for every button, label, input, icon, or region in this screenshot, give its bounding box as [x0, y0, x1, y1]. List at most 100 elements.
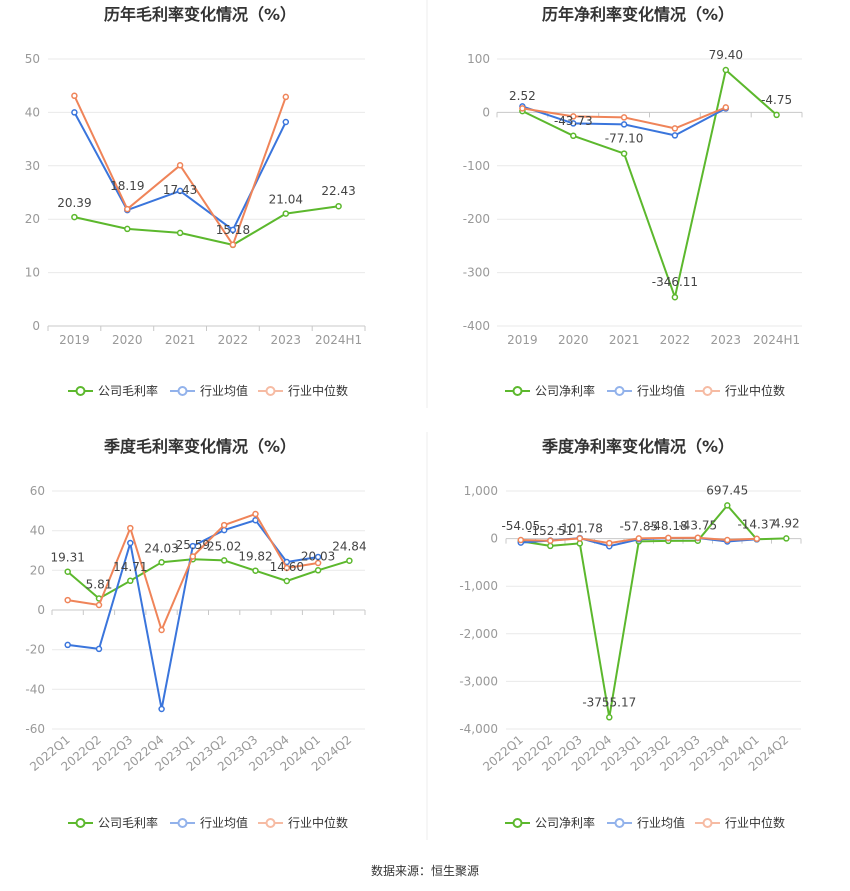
legend-line-marker-icon: [258, 386, 283, 396]
data-point-industry-median: [283, 564, 291, 572]
legend-line-marker-icon: [170, 818, 195, 828]
data-point-company: [547, 542, 554, 550]
x-tick-label: 2021: [609, 333, 640, 347]
legend-label: 公司毛利率: [98, 383, 158, 398]
data-point-company: [722, 66, 730, 74]
legend-item-industry-median[interactable]: 行业中位数: [695, 383, 785, 398]
y-tick-label: 60: [30, 484, 45, 498]
data-point-industry-median: [576, 535, 584, 542]
data-point-industry-median: [665, 534, 672, 542]
y-tick-label: -20: [25, 643, 45, 657]
data-point-industry-median: [229, 241, 237, 249]
data-point-company: [671, 293, 679, 301]
legend-label: 行业均值: [200, 815, 248, 830]
y-tick-label: -40: [25, 682, 45, 696]
legend-line-marker-icon: [68, 818, 93, 828]
legend-icon-dot: [614, 386, 625, 396]
series-line-company: [520, 504, 787, 719]
legend-item-industry-median[interactable]: 行业中位数: [695, 815, 785, 830]
data-source-note: 数据来源：恒生聚源: [371, 863, 479, 878]
data-label: 25.59: [176, 538, 210, 552]
legend-label: 公司净利率: [535, 383, 595, 398]
x-tick-label: 2022: [218, 333, 249, 347]
series-line-company: [67, 558, 350, 600]
legend-label: 行业均值: [637, 815, 685, 830]
legend-item-industry-average[interactable]: 行业均值: [170, 383, 248, 398]
data-point-industry-median: [158, 626, 165, 634]
legend-icon-dot: [75, 386, 86, 396]
data-point-industry-median: [547, 537, 554, 544]
y-tick-label: 10: [25, 266, 40, 280]
legend-label: 行业中位数: [288, 815, 348, 830]
y-tick-label: 0: [482, 105, 490, 119]
x-tick-label: 2019: [507, 333, 538, 347]
chart-annual-gross-margin: 历年毛利率变化情况（%） 50 40 30 20 10 0 2019 2020 2021 2022 2…: [25, 5, 366, 398]
data-point-industry-median: [519, 105, 526, 112]
y-tick-label: 30: [25, 159, 40, 173]
legend-icon-dot: [75, 818, 86, 828]
data-label: -346.11: [652, 275, 698, 289]
legend-item-industry-median[interactable]: 行业中位数: [258, 383, 348, 398]
legend-label: 公司毛利率: [98, 815, 158, 830]
legend-label: 行业均值: [200, 383, 248, 398]
data-label: -48.18: [649, 519, 688, 533]
data-point-industry-average: [64, 641, 71, 649]
data-point-industry-median: [220, 521, 228, 529]
data-point-industry-average: [95, 645, 103, 653]
legend-line-marker-icon: [258, 818, 283, 828]
data-label: -77.10: [605, 132, 644, 146]
data-point-company: [158, 559, 165, 566]
data-point-company: [71, 213, 78, 221]
legend-label: 公司净利率: [535, 815, 595, 830]
legend-item-company[interactable]: 公司净利率: [505, 383, 595, 398]
data-point-industry-average: [176, 187, 184, 195]
legend-line-marker-icon: [607, 386, 632, 396]
data-point-industry-median: [620, 114, 628, 121]
y-tick-label: 0: [32, 319, 40, 333]
y-tick-label: 100: [467, 52, 490, 66]
data-point-industry-average: [314, 553, 322, 561]
legend-item-company[interactable]: 公司毛利率: [68, 815, 158, 830]
data-label: -4.75: [761, 93, 792, 107]
legend-label: 行业均值: [637, 383, 685, 398]
data-point-company: [783, 535, 790, 542]
legend-icon-dot: [177, 386, 188, 396]
data-label: 14.60: [270, 560, 304, 574]
legend-item-company[interactable]: 公司净利率: [505, 815, 595, 830]
legend-line-marker-icon: [695, 386, 720, 396]
y-tick-label: -400: [463, 319, 490, 333]
y-tick-label: 40: [30, 524, 45, 538]
data-point-industry-median: [127, 524, 134, 532]
data-point-industry-median: [189, 553, 197, 560]
y-tick-label: 20: [25, 212, 40, 226]
data-label: 24.84: [332, 540, 366, 554]
legend-line-marker-icon: [695, 818, 720, 828]
legend-item-industry-average[interactable]: 行业均值: [170, 815, 248, 830]
data-label: -101.78: [557, 521, 603, 535]
y-tick-label: -300: [463, 266, 490, 280]
legend-item-company[interactable]: 公司毛利率: [68, 383, 158, 398]
data-label: 21.04: [269, 193, 303, 207]
data-point-industry-median: [724, 536, 731, 544]
data-point-company: [335, 202, 342, 210]
data-label: 79.40: [709, 48, 743, 62]
data-label: 15.18: [216, 223, 250, 237]
data-point-company: [64, 568, 71, 575]
legend-item-industry-average[interactable]: 行业均值: [607, 815, 685, 830]
legend-item-industry-median[interactable]: 行业中位数: [258, 815, 348, 830]
chart-title: 季度毛利率变化情况（%）: [103, 437, 296, 456]
legend-line-marker-icon: [170, 386, 195, 396]
legend-icon-dot: [177, 818, 188, 828]
legend-icon-dot: [702, 386, 713, 396]
data-point-company: [220, 557, 228, 564]
legend-item-industry-average[interactable]: 行业均值: [607, 383, 685, 398]
y-tick-label: -60: [25, 722, 45, 736]
x-tick-label: 2021: [165, 333, 196, 347]
legend-icon-dot: [265, 818, 276, 828]
x-tick-label: 2023: [271, 333, 302, 347]
data-label: -43.75: [678, 519, 717, 533]
data-label: 24.03: [144, 541, 178, 555]
data-point-company: [346, 557, 353, 564]
series-line-company: [521, 69, 778, 299]
